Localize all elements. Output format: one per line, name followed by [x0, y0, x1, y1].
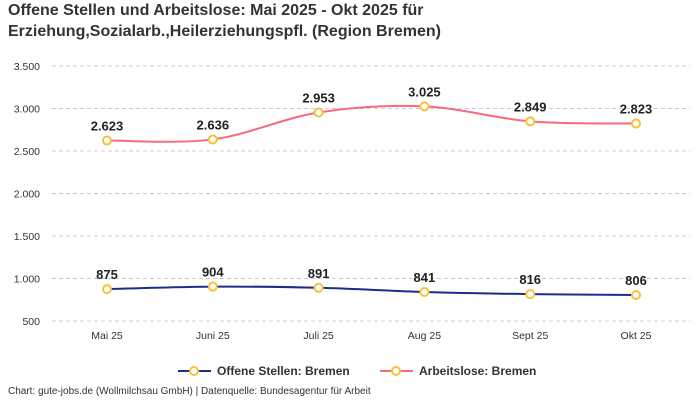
y-tick-label: 2.000	[14, 189, 40, 201]
chart-title: Offene Stellen und Arbeitslose: Mai 2025…	[8, 2, 441, 40]
data-point	[419, 287, 430, 298]
y-tick-label: 1.000	[14, 274, 40, 286]
y-tick-label: 1.500	[14, 231, 40, 243]
data-point	[102, 284, 112, 295]
x-tick-label: Mai 25	[91, 330, 123, 342]
legend-marker	[189, 366, 199, 376]
legend-label: Offene Stellen: Bremen	[217, 364, 350, 378]
y-tick-label: 500	[22, 316, 40, 328]
data-point	[207, 134, 218, 145]
y-tick-label: 3.500	[14, 61, 40, 73]
data-label: 2.623	[91, 119, 124, 134]
series-line	[106, 285, 637, 296]
data-label: 891	[308, 266, 330, 281]
data-point	[313, 107, 324, 118]
data-label: 2.849	[514, 99, 547, 114]
y-tick-label: 3.000	[14, 104, 40, 116]
data-point	[419, 101, 430, 112]
data-label: 2.636	[197, 117, 230, 132]
data-point	[631, 289, 641, 300]
credit-text: Chart: gute-jobs.de (Wollmilchsau GmbH) …	[8, 386, 371, 397]
y-tick-label: 2.500	[14, 146, 40, 158]
legend-label: Arbeitslose: Bremen	[419, 364, 536, 378]
data-label: 2.823	[620, 102, 653, 117]
x-tick-label: Juli 25	[303, 330, 334, 342]
data-point	[313, 282, 324, 293]
data-point	[207, 281, 218, 292]
x-tick-label: Sept 25	[512, 330, 548, 342]
data-label: 816	[519, 272, 541, 287]
series-line	[106, 104, 637, 143]
data-label: 875	[96, 267, 118, 282]
data-label: 904	[202, 265, 224, 280]
legend-marker	[391, 366, 401, 376]
data-label: 2.953	[302, 90, 335, 105]
x-tick-label: Aug 25	[408, 330, 441, 342]
x-tick-label: Juni 25	[196, 330, 230, 342]
data-label: 841	[414, 270, 436, 285]
data-point	[525, 289, 536, 300]
data-point	[102, 135, 112, 146]
data-point	[525, 116, 536, 127]
x-tick-label: Okt 25	[621, 330, 652, 342]
data-label: 3.025	[408, 84, 441, 99]
data-label: 806	[625, 273, 647, 288]
data-point	[631, 118, 641, 129]
